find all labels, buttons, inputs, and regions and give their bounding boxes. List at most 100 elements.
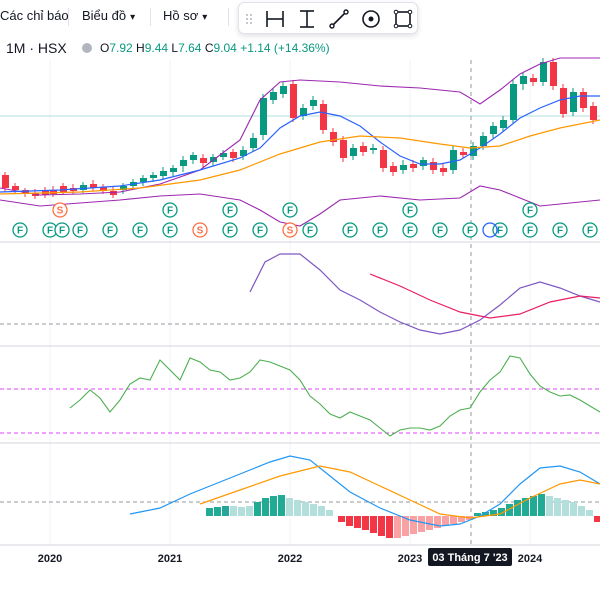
candle-body	[490, 126, 497, 134]
badge-circle	[72, 222, 88, 238]
fundamental-event-badge[interactable]: F	[132, 222, 148, 238]
badge-circle	[162, 222, 178, 238]
open-value: 7.92	[109, 41, 133, 55]
badge-letter: F	[437, 226, 443, 237]
fundamental-event-badge[interactable]: F	[162, 202, 178, 218]
candle-body	[230, 152, 237, 158]
badge-letter: F	[47, 226, 53, 237]
badge-letter: F	[347, 226, 353, 237]
fundamental-event-badge[interactable]: F	[102, 222, 118, 238]
badge-circle	[12, 222, 28, 238]
candle-body	[450, 150, 457, 170]
candle-body	[360, 146, 367, 152]
fundamental-event-badge[interactable]: F	[432, 222, 448, 238]
badge-letter: F	[497, 226, 503, 237]
badge-letter: F	[167, 206, 173, 217]
fundamental-event-badge[interactable]: F	[402, 202, 418, 218]
badge-circle	[52, 202, 68, 218]
macd-histogram-bar	[554, 498, 561, 516]
ohlc-values: O7.92 H9.44 L7.64 C9.04 +1.14 (+14.36%)	[100, 41, 330, 55]
macd-histogram-bar	[474, 513, 481, 516]
candle-body	[170, 168, 177, 172]
fundamental-event-badge[interactable]: F	[282, 202, 298, 218]
candle-body	[570, 92, 577, 112]
fundamental-event-badge[interactable]: F	[222, 222, 238, 238]
fundamental-event-badge[interactable]: F	[342, 222, 358, 238]
candle-body	[350, 148, 357, 156]
time-axis: 2020 2021 2022 2023 2024 03 Tháng 7 '23	[38, 548, 543, 566]
badge-circle	[192, 222, 208, 238]
macd-histogram-bar	[270, 496, 277, 516]
candle-body	[120, 186, 127, 190]
toolbar-divider	[228, 8, 229, 26]
badge-letter: F	[257, 226, 263, 237]
signal-line	[199, 465, 600, 519]
macd-histogram-bar	[586, 510, 593, 516]
macd-histogram-bar	[522, 498, 529, 516]
macd-histogram-bar	[530, 496, 537, 516]
fundamental-event-badge[interactable]: F	[72, 222, 88, 238]
trend-line-icon[interactable]	[327, 7, 351, 31]
candle-body	[560, 88, 567, 114]
fundamental-event-badge[interactable]: F	[54, 222, 70, 238]
badge-circle	[222, 202, 238, 218]
horizontal-segment-icon[interactable]	[263, 7, 287, 31]
macd-histogram-bar	[302, 502, 309, 516]
split-event-badge[interactable]: S	[192, 222, 208, 238]
toolbar-divider	[68, 8, 69, 26]
price-pane	[0, 57, 600, 227]
candle-body	[12, 186, 19, 190]
target-icon[interactable]	[359, 7, 383, 31]
badge-circle	[402, 222, 418, 238]
fundamental-event-badge[interactable]: F	[372, 222, 388, 238]
badge-circle	[372, 222, 388, 238]
badge-letter: F	[407, 206, 413, 217]
drag-handle-icon[interactable]	[245, 13, 253, 25]
change-value: +1.14 (+14.36%)	[240, 41, 330, 55]
candle-body	[240, 150, 247, 156]
chart-type-button[interactable]: Biểu đồ ▾	[82, 8, 135, 23]
fundamental-event-badge[interactable]: F	[252, 222, 268, 238]
year-tick-label: 2021	[158, 553, 182, 565]
drawing-toolbar	[238, 2, 418, 34]
candle-body	[50, 190, 57, 194]
fundamental-event-badge[interactable]: F	[402, 222, 418, 238]
macd-histogram-bar	[450, 516, 457, 524]
rectangle-icon[interactable]	[391, 7, 415, 31]
macd-histogram-bar	[386, 516, 393, 538]
candle-body	[420, 160, 427, 166]
badge-letter: F	[407, 226, 413, 237]
fundamental-event-badge[interactable]: F	[222, 202, 238, 218]
candle-body	[220, 153, 227, 157]
vertical-segment-icon[interactable]	[295, 7, 319, 31]
badge-letter: S	[57, 206, 64, 217]
candle-body	[330, 132, 337, 142]
fundamental-event-badge[interactable]: F	[162, 222, 178, 238]
candle-body	[400, 165, 407, 170]
fundamental-event-badge[interactable]: F	[552, 222, 568, 238]
split-event-badge[interactable]: S	[52, 202, 68, 218]
split-event-badge[interactable]: S	[282, 222, 298, 238]
candle-body	[150, 175, 157, 178]
profile-button[interactable]: Hồ sơ ▾	[163, 8, 207, 23]
badge-circle	[282, 222, 298, 238]
high-value: 9.44	[144, 41, 169, 55]
indicators-button[interactable]: Các chỉ báo	[0, 8, 69, 23]
low-key: L	[171, 41, 179, 55]
fundamental-event-badge[interactable]: F	[522, 202, 538, 218]
fundamental-event-badge[interactable]: F	[12, 222, 28, 238]
chevron-down-icon: ▾	[202, 12, 208, 23]
symbol-label[interactable]: 1M · HSX	[6, 40, 67, 56]
fundamental-event-badge[interactable]: F	[582, 222, 598, 238]
event-badges: S F F F F FF F F F F F F S F F S F F F F F F F F F F	[12, 202, 598, 238]
macd-histogram-bar	[214, 507, 221, 516]
badge-letter: F	[59, 226, 65, 237]
fundamental-event-badge[interactable]: F	[462, 222, 478, 238]
candle-body	[550, 62, 557, 86]
fundamental-event-badge[interactable]: F	[302, 222, 318, 238]
fundamental-event-badge[interactable]: F	[522, 222, 538, 238]
macd-line	[129, 455, 600, 527]
candle-body	[370, 148, 377, 150]
badge-letter: F	[527, 206, 533, 217]
